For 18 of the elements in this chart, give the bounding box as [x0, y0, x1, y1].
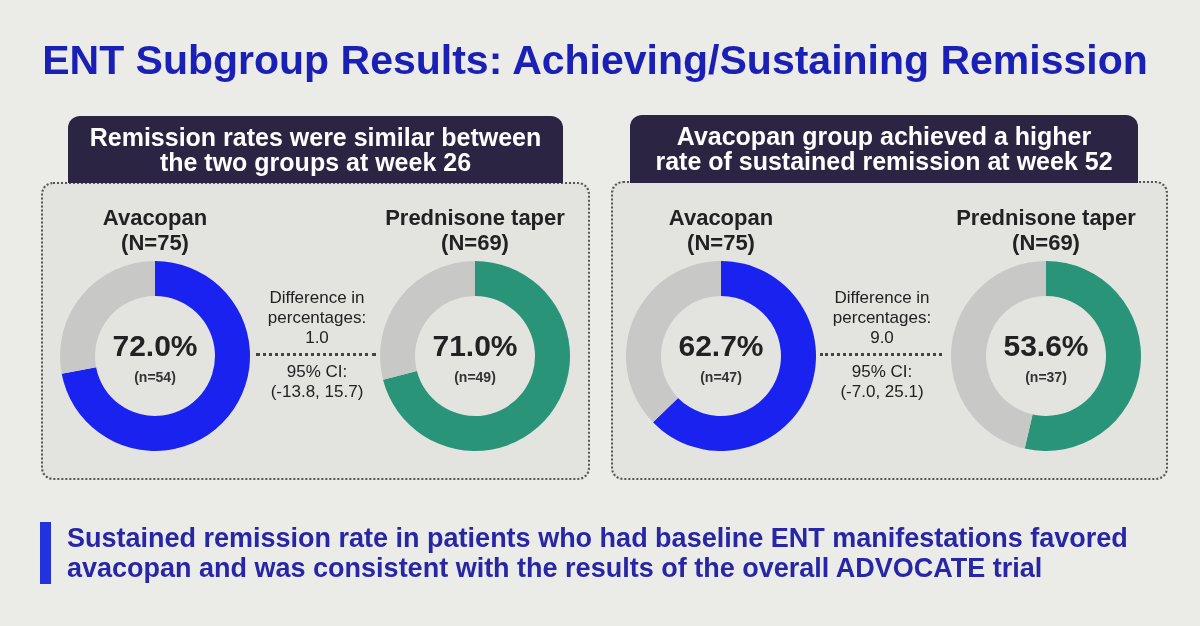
text: 71.0%	[432, 328, 518, 362]
text: 72.0%	[112, 328, 198, 362]
chart-title: Prednisone taper (N=69)	[956, 205, 1137, 255]
text: (n=37)	[1025, 369, 1067, 385]
text: 62.7%	[678, 328, 764, 362]
text: 95% CI: (-7.0, 25.1)	[839, 362, 925, 402]
text: Difference in percentages: 9.0	[831, 288, 933, 348]
chart-title: Prednisone taper (N=69)	[385, 205, 566, 255]
text: (n=47)	[700, 369, 742, 385]
text: 95% CI: (-13.8, 15.7)	[269, 362, 365, 402]
text: Sustained remission rate in patients who had baseline ENT manifestations favored avacopan and was consistent with the results of the overall ADVOCATE trial	[67, 523, 1129, 583]
chart-title: Avacopan (N=75)	[668, 205, 774, 255]
text: Difference in percentages: 1.0	[266, 288, 368, 348]
text: (n=54)	[134, 369, 176, 385]
text: 53.6%	[1003, 328, 1089, 362]
chart-title: Avacopan (N=75)	[102, 205, 208, 255]
text: ENT Subgroup Results: Achieving/Sustaining Remission	[41, 36, 1149, 84]
text: (n=49)	[454, 369, 496, 385]
